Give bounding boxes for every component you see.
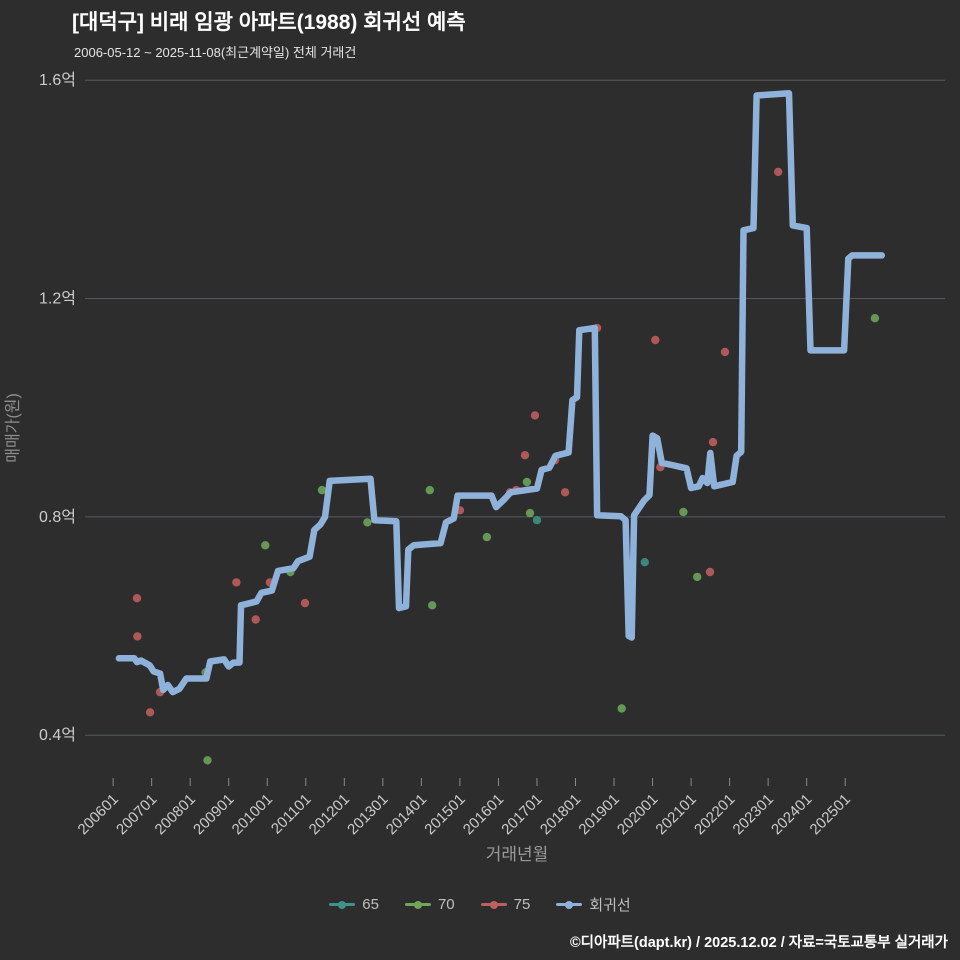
scatter-point-75 [705,567,715,577]
x-tick-label: 201601 [460,791,507,838]
legend-marker-75-icon [480,900,507,910]
legend-marker-regression-icon [556,900,583,910]
y-tick-label: 1.6억 [39,71,76,89]
scatter-point-75 [300,598,310,608]
legend-item-70[interactable]: 70 [404,896,455,913]
footer-credit: ©디아파트(dapt.kr) / 2025.12.02 / 자료=국토교통부 실… [569,935,948,951]
legend-label-65: 65 [362,896,379,913]
scatter-point-75 [530,411,540,420]
legend-label-regression: 회귀선 [589,897,631,914]
x-tick-label: 200801 [152,791,199,838]
x-tick-label: 202001 [614,791,661,838]
chart-subtitle: 2006-05-12 ~ 2025-11-08(최근계약일) 전체 거래건 [74,45,357,61]
scatter-point-70 [482,532,492,542]
x-tick-label: 202201 [691,791,738,838]
scatter-point-70 [693,572,702,582]
scatter-point-75 [132,594,142,603]
scatter-point-70 [522,477,532,487]
scatter-point-70 [428,601,437,610]
y-tick-label: 0.8억 [39,508,76,526]
x-tick-label: 202501 [807,791,854,838]
x-tick-label: 200901 [190,791,237,838]
legend-marker-65-icon [329,900,356,910]
x-tick-label: 201701 [498,791,545,838]
x-tick-label: 201801 [537,791,584,838]
scatter-point-70 [525,508,535,518]
scatter-point-70 [679,507,688,517]
legend-label-75: 75 [513,896,531,913]
legend-item-regression[interactable]: 회귀선 [556,894,631,915]
scatter-point-65 [532,516,542,525]
scatter-point-75 [232,578,241,587]
chart-legend: 65 70 75 회귀선 [0,894,960,915]
page-title: [대덕구] 비래 임광 아파트(1988) 회귀선 예측 [72,11,466,34]
regression-line [115,90,886,696]
x-tick-label: 201901 [575,791,622,838]
x-tick-label: 202401 [768,791,815,838]
scatter-point-75 [774,167,783,177]
scatter-point-70 [363,518,372,527]
y-tick-label: 1.2억 [39,290,76,308]
scatter-point-70 [203,756,212,765]
x-axis-label: 거래년월 [486,845,549,864]
x-tick-label: 201001 [229,791,276,838]
y-axis-label: 매매가(원) [4,393,22,463]
x-tick-label: 201501 [421,791,468,838]
scatter-point-70 [617,704,626,713]
x-tick-label: 202101 [652,791,699,838]
chart-header: [대덕구] 비래 임광 아파트(1988) 회귀선 예측 2006-05-12 … [72,10,466,61]
scatter-point-70 [425,485,434,495]
x-tick-label: 201401 [383,791,430,838]
x-tick-label: 200701 [113,791,160,838]
scatter-point-75 [520,451,530,460]
scatter-point-70 [317,485,327,495]
scatter-point-75 [145,708,155,717]
scatter-point-75 [720,347,730,357]
legend-item-65[interactable]: 65 [329,896,379,913]
scatter-point-70 [870,314,880,323]
legend-marker-70-icon [404,900,431,910]
scatter-point-75 [560,488,570,497]
y-tick-label: 0.4억 [39,726,76,744]
scatter-point-75 [651,335,660,345]
x-tick-label: 200601 [75,791,122,838]
x-tick-label: 201201 [306,791,353,838]
legend-label-70: 70 [437,896,455,913]
legend-item-75[interactable]: 75 [480,896,531,913]
scatter-point-70 [261,541,270,550]
scatter-point-75 [708,437,718,447]
x-tick-label: 201101 [268,791,315,838]
scatter-point-75 [133,632,142,641]
x-tick-label: 202301 [730,791,777,838]
x-tick-label: 201301 [344,791,391,838]
scatter-point-75 [251,615,260,624]
scatter-point-65 [640,558,649,567]
